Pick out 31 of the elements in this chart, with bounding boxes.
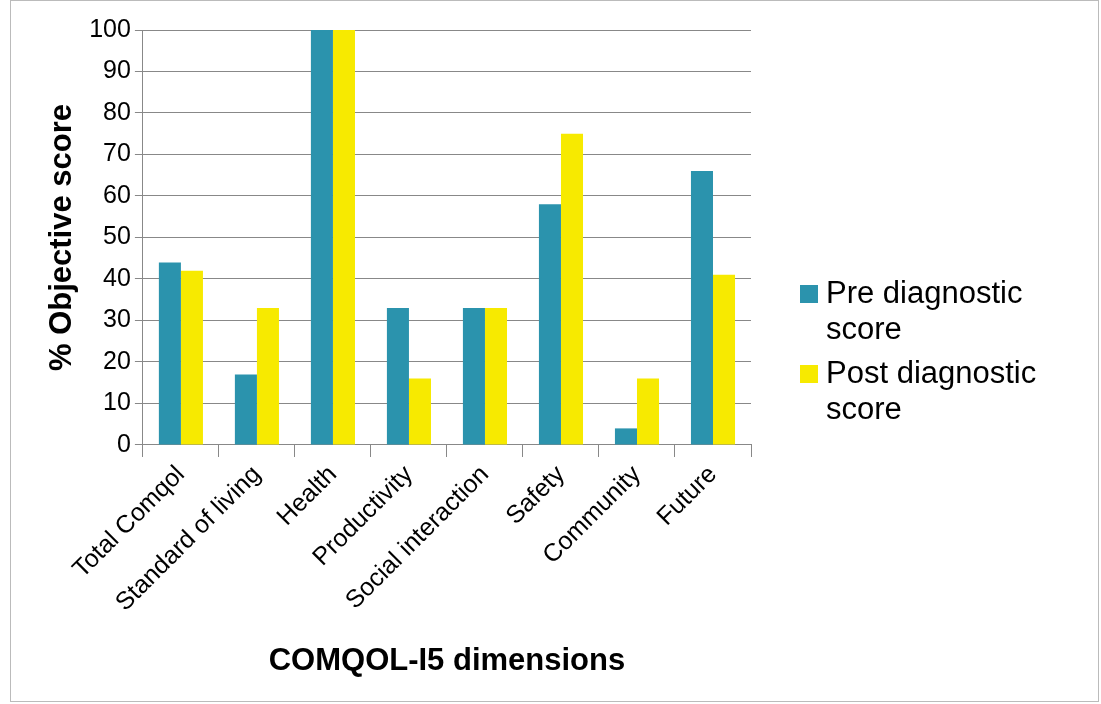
y-tick-label: 10 xyxy=(103,387,131,416)
bar xyxy=(538,204,561,445)
bar xyxy=(310,30,333,445)
bar xyxy=(332,30,355,445)
y-tick-label: 90 xyxy=(103,55,131,84)
y-tick-label: 30 xyxy=(103,304,131,333)
bar xyxy=(158,262,181,445)
y-tick-label: 40 xyxy=(103,262,131,291)
y-axis-title: % Objective score xyxy=(43,103,79,372)
y-tick-label: 20 xyxy=(103,345,131,374)
y-tick-label: 70 xyxy=(103,138,131,167)
bar xyxy=(256,308,279,445)
bar xyxy=(614,428,637,445)
bar xyxy=(234,374,257,445)
bar xyxy=(712,274,736,445)
bar xyxy=(408,378,431,445)
bar xyxy=(690,171,713,445)
bar xyxy=(484,308,507,445)
y-tick-label: 50 xyxy=(103,221,131,250)
y-tick-label: 0 xyxy=(117,428,131,457)
bar xyxy=(636,378,660,445)
bar xyxy=(180,270,203,445)
legend-label: Post diagnostic score xyxy=(826,355,1038,427)
x-axis-title: COMQOL-I5 dimensions xyxy=(268,641,626,677)
legend-label: Pre diagnostic score xyxy=(826,275,1024,347)
y-tick-label: 80 xyxy=(103,96,131,125)
bar xyxy=(560,133,584,445)
y-tick-label: 60 xyxy=(103,179,131,208)
y-tick-label: 100 xyxy=(89,13,131,42)
bar xyxy=(386,308,409,445)
bar xyxy=(462,308,485,445)
